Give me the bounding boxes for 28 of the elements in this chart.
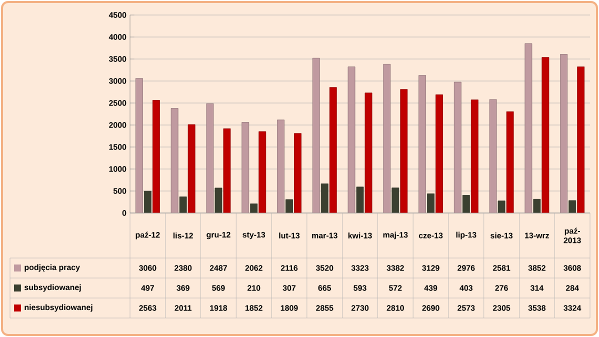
bar bbox=[320, 184, 328, 213]
bar bbox=[188, 124, 196, 213]
bar bbox=[577, 66, 585, 213]
bar bbox=[277, 120, 284, 213]
bar bbox=[418, 75, 426, 213]
bar bbox=[258, 131, 266, 213]
bar bbox=[506, 111, 514, 213]
bar bbox=[242, 122, 250, 213]
bar bbox=[542, 57, 550, 213]
bar bbox=[524, 43, 532, 213]
bar bbox=[560, 54, 568, 213]
bar bbox=[364, 92, 372, 213]
bar bbox=[454, 82, 462, 213]
bar bbox=[206, 103, 214, 213]
bar bbox=[489, 99, 497, 213]
bar bbox=[329, 87, 337, 213]
bar bbox=[136, 78, 143, 213]
bar bbox=[348, 66, 356, 213]
bar bbox=[436, 94, 443, 213]
bar bbox=[400, 89, 408, 213]
bar bbox=[383, 64, 391, 213]
bar bbox=[470, 100, 478, 213]
bar bbox=[312, 58, 320, 213]
bar bbox=[392, 188, 400, 213]
bar bbox=[294, 133, 302, 213]
bar bbox=[152, 100, 160, 213]
bar bbox=[170, 108, 178, 213]
bar bbox=[223, 128, 231, 213]
